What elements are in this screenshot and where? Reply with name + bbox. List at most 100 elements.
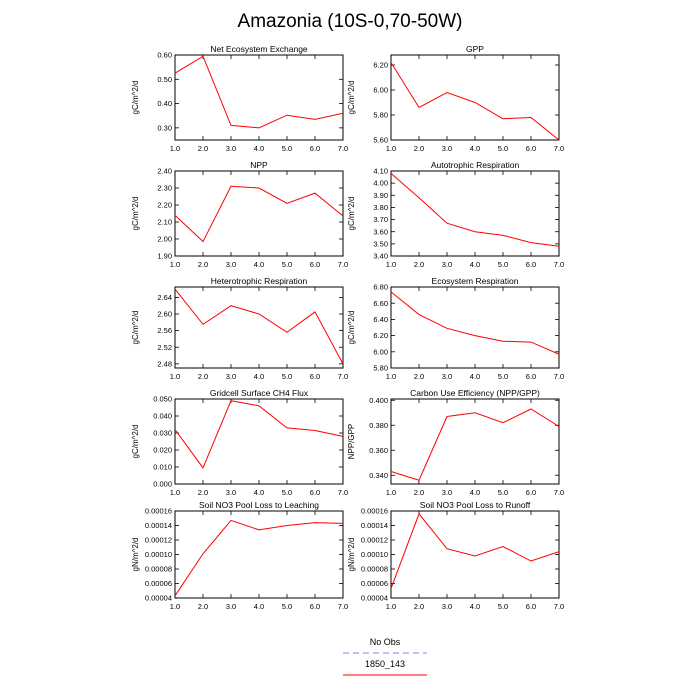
y-tick-label: 0.00016 [145,507,172,516]
series-line-1850-143 [174,400,344,469]
x-tick-label: 5.0 [498,602,508,611]
y-tick-label: 3.60 [373,227,388,236]
y-tick-label: 0.400 [369,396,388,405]
x-tick-label: 1.0 [386,488,396,497]
y-tick-label: 6.20 [373,61,388,70]
plot-frame-npp [174,170,344,257]
x-tick-label: 3.0 [442,488,452,497]
y-axis-label-npp: gC/m^2/d [131,197,140,231]
y-tick-label: 0.60 [157,51,172,60]
y-tick-label: 6.00 [373,86,388,95]
panel-title-net-ecosystem-exchange: Net Ecosystem Exchange [210,44,308,54]
panel-title-gridcell-surface-ch4-flux: Gridcell Surface CH4 Flux [210,388,309,398]
y-tick-label: 0.40 [157,99,172,108]
y-tick-label: 5.60 [373,136,388,145]
y-tick-label: 0.00010 [145,550,172,559]
x-tick-label: 3.0 [226,602,236,611]
x-tick-label: 7.0 [338,602,348,611]
x-tick-label: 2.0 [198,602,208,611]
x-tick-label: 1.0 [170,602,180,611]
y-tick-label: 2.00 [157,235,172,244]
panel-title-carbon-use-efficiency-npp-gpp: Carbon Use Efficiency (NPP/GPP) [410,388,540,398]
y-tick-label: 6.40 [373,315,388,324]
x-tick-label: 3.0 [442,260,452,269]
y-axis-label-soil-no3-pool-loss-to-leaching: gN/m^2/d [131,538,140,572]
panel-title-heterotrophic-respiration: Heterotrophic Respiration [211,276,308,286]
panel-heterotrophic-respiration: Heterotrophic Respiration 1.0 2.0 3.0 4.0 5.0… [131,276,348,381]
series-line-1850-143 [390,173,560,247]
y-tick-label: 2.40 [157,167,172,176]
x-tick-label: 5.0 [282,372,292,381]
y-tick-label: 3.40 [373,252,388,261]
y-tick-label: 0.050 [153,395,172,404]
panel-ecosystem-respiration: Ecosystem Respiration 1.0 2.0 3.0 4.0 5.0 6.0 7… [347,276,564,381]
x-tick-label: 4.0 [254,488,264,497]
x-tick-label: 2.0 [198,144,208,153]
panel-soil-no3-pool-loss-to-leaching: Soil NO3 Pool Loss to Leaching 1.0 2.0 3.0 4… [131,500,348,611]
x-tick-label: 4.0 [470,144,480,153]
x-tick-label: 6.0 [310,602,320,611]
x-tick-label: 5.0 [498,260,508,269]
x-tick-label: 1.0 [386,372,396,381]
panel-grid: Net Ecosystem Exchange 1.0 2.0 3.0 4.0 5.0 6.0… [131,44,564,611]
plot-frame-soil-no3-pool-loss-to-leaching [174,510,344,599]
y-tick-label: 2.20 [157,201,172,210]
y-axis-label-heterotrophic-respiration: gC/m^2/d [131,311,140,345]
y-tick-label: 0.340 [369,471,388,480]
x-tick-label: 2.0 [414,260,424,269]
y-tick-label: 6.00 [373,347,388,356]
legend: No Obs 1850_143 [343,637,427,676]
figure-title: Amazonia (10S-0,70-50W) [238,11,463,32]
panel-title-gpp: GPP [466,44,484,54]
y-tick-label: 0.00004 [361,594,388,603]
x-tick-label: 7.0 [554,372,564,381]
plot-frame-ecosystem-respiration [390,286,560,369]
x-tick-label: 1.0 [386,602,396,611]
x-tick-label: 6.0 [526,372,536,381]
y-tick-label: 2.52 [157,343,172,352]
x-tick-label: 3.0 [442,144,452,153]
x-tick-label: 2.0 [414,602,424,611]
x-tick-label: 5.0 [498,372,508,381]
y-tick-label: 1.90 [157,252,172,261]
panel-npp: NPP 1.0 2.0 3.0 4.0 5.0 6.0 7.0 1.90 2.00 2.10 2.20… [131,160,348,269]
x-tick-label: 1.0 [170,260,180,269]
series-line-1850-143 [174,288,344,365]
y-tick-label: 0.00008 [361,565,388,574]
x-tick-label: 5.0 [498,488,508,497]
y-tick-label: 0.00004 [145,594,172,603]
x-tick-label: 3.0 [442,602,452,611]
x-tick-label: 1.0 [170,372,180,381]
plot-frame-gridcell-surface-ch4-flux [174,398,344,485]
y-tick-label: 0.30 [157,123,172,132]
x-tick-label: 3.0 [226,260,236,269]
x-tick-label: 5.0 [282,260,292,269]
panel-gridcell-surface-ch4-flux: Gridcell Surface CH4 Flux 1.0 2.0 3.0 4.0 5.0… [131,388,348,497]
x-tick-label: 3.0 [442,372,452,381]
series-line-1850-143 [390,62,560,141]
y-tick-label: 2.30 [157,184,172,193]
series-line-1850-143 [390,408,560,481]
plot-frame-gpp [390,54,560,141]
y-tick-label: 0.020 [153,446,172,455]
panel-title-soil-no3-pool-loss-to-leaching: Soil NO3 Pool Loss to Leaching [199,500,319,510]
series-line-1850-143 [174,185,344,243]
plot-frame-carbon-use-efficiency-npp-gpp [390,398,560,485]
y-axis-label-net-ecosystem-exchange: gC/m^2/d [131,81,140,115]
x-tick-label: 6.0 [310,372,320,381]
x-tick-label: 6.0 [310,144,320,153]
y-axis-label-gpp: gC/m^2/d [347,81,356,115]
y-tick-label: 3.90 [373,191,388,200]
x-tick-label: 4.0 [254,260,264,269]
y-tick-label: 3.70 [373,215,388,224]
x-tick-label: 2.0 [414,372,424,381]
x-tick-label: 6.0 [310,260,320,269]
x-tick-label: 7.0 [554,260,564,269]
y-tick-label: 6.80 [373,283,388,292]
x-tick-label: 7.0 [554,602,564,611]
panel-title-npp: NPP [250,160,268,170]
x-tick-label: 6.0 [526,602,536,611]
y-tick-label: 0.040 [153,412,172,421]
y-tick-label: 0.00014 [145,521,172,530]
y-tick-label: 0.00008 [145,565,172,574]
